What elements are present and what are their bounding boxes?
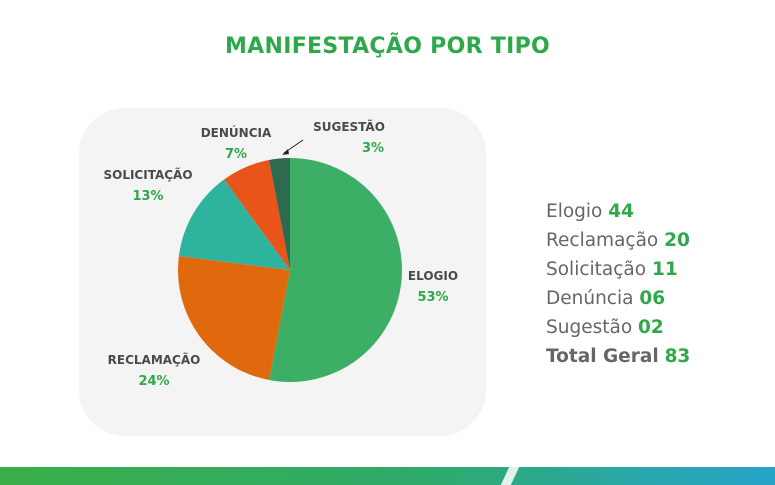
legend-item-sugestao: Sugestão 02 bbox=[546, 313, 771, 342]
legend-item-denuncia: Denúncia 06 bbox=[546, 284, 771, 313]
legend-item-count: 20 bbox=[664, 230, 690, 251]
legend-total: Total Geral 83 bbox=[546, 342, 771, 371]
slice-percent-denuncia: 7% bbox=[225, 147, 247, 162]
pie-slice-denuncia bbox=[224, 159, 290, 270]
slice-label-denuncia: DENÚNCIA bbox=[201, 125, 272, 140]
legend-item-reclamacao: Reclamação 20 bbox=[546, 226, 771, 255]
slice-label-reclamacao: RECLAMAÇÃO bbox=[108, 352, 201, 367]
pie-slice-elogio bbox=[269, 158, 402, 382]
legend-item-name: Sugestão bbox=[546, 317, 633, 338]
pie-slice-sugestao bbox=[269, 158, 290, 270]
legend-item-solicitacao: Solicitação 11 bbox=[546, 255, 771, 284]
legend-item-name: Reclamação bbox=[546, 230, 659, 251]
legend-item-count: 11 bbox=[651, 259, 678, 280]
slice-percent-elogio: 53% bbox=[417, 290, 448, 305]
footer-gradient-bar bbox=[0, 467, 775, 485]
legend-item-count: 06 bbox=[639, 288, 666, 309]
chart-title: MANIFESTAÇÃO POR TIPO bbox=[224, 34, 551, 59]
legend: Elogio 44 Reclamação 20 Solicitação 11 D… bbox=[546, 197, 771, 371]
legend-total-count: 83 bbox=[664, 346, 691, 367]
legend-item-count: 44 bbox=[608, 201, 634, 222]
slice-percent-reclamacao: 24% bbox=[138, 374, 169, 389]
pie-slice-reclamacao bbox=[178, 255, 290, 381]
sugestao-leader-arrowhead bbox=[282, 149, 289, 155]
pie-slice-solicitacao bbox=[178, 179, 290, 270]
slice-percent-solicitacao: 13% bbox=[132, 189, 163, 204]
slice-percent-sugestao: 3% bbox=[362, 141, 384, 156]
legend-item-name: Denúncia bbox=[546, 288, 634, 309]
slice-label-sugestao: SUGESTÃO bbox=[313, 119, 385, 134]
legend-item-count: 02 bbox=[638, 317, 664, 338]
legend-item-elogio: Elogio 44 bbox=[546, 197, 771, 226]
legend-item-name: Elogio bbox=[546, 201, 603, 222]
legend-item-name: Solicitação bbox=[546, 259, 647, 280]
slice-label-solicitacao: SOLICITAÇÃO bbox=[103, 167, 192, 182]
legend-total-name: Total Geral bbox=[546, 346, 659, 367]
slice-label-elogio: ELOGIO bbox=[408, 269, 458, 283]
